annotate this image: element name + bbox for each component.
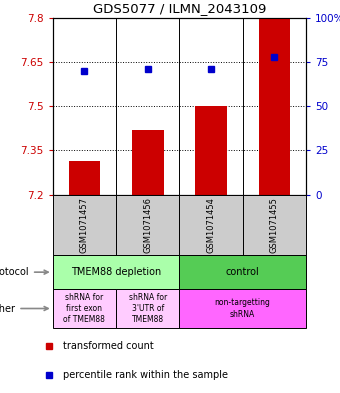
Bar xyxy=(69,161,100,195)
Bar xyxy=(53,195,116,255)
Text: GSM1071456: GSM1071456 xyxy=(143,197,152,253)
Bar xyxy=(243,195,306,255)
Text: other: other xyxy=(0,303,48,314)
Text: GSM1071457: GSM1071457 xyxy=(80,197,89,253)
Bar xyxy=(180,255,306,289)
Bar xyxy=(53,289,116,328)
Text: shRNA for
first exon
of TMEM88: shRNA for first exon of TMEM88 xyxy=(64,293,105,324)
Text: control: control xyxy=(226,267,259,277)
Bar xyxy=(132,130,164,195)
Text: transformed count: transformed count xyxy=(63,341,153,351)
Text: TMEM88 depletion: TMEM88 depletion xyxy=(71,267,161,277)
Bar xyxy=(180,195,243,255)
Text: GSM1071455: GSM1071455 xyxy=(270,197,279,253)
Text: GSM1071454: GSM1071454 xyxy=(206,197,216,253)
Text: percentile rank within the sample: percentile rank within the sample xyxy=(63,370,228,380)
Bar xyxy=(195,106,227,195)
Text: non-targetting
shRNA: non-targetting shRNA xyxy=(215,298,271,319)
Text: shRNA for
3'UTR of
TMEM88: shRNA for 3'UTR of TMEM88 xyxy=(129,293,167,324)
Bar xyxy=(180,289,306,328)
Bar xyxy=(116,289,180,328)
Bar xyxy=(258,18,290,195)
Text: protocol: protocol xyxy=(0,267,48,277)
Bar xyxy=(53,255,180,289)
Bar xyxy=(116,195,180,255)
Title: GDS5077 / ILMN_2043109: GDS5077 / ILMN_2043109 xyxy=(93,2,266,15)
